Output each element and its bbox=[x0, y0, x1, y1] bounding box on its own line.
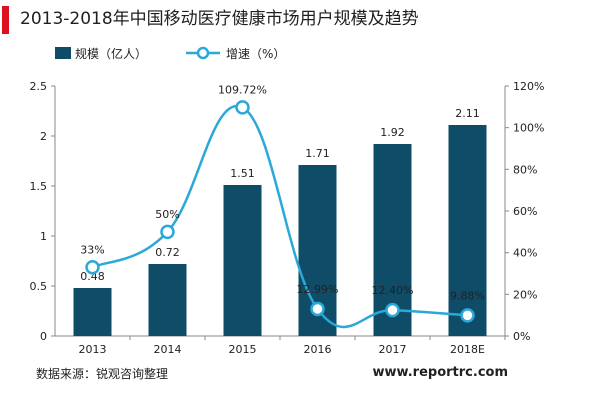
growth-marker bbox=[235, 100, 250, 115]
bar-value-label: 0.72 bbox=[155, 246, 180, 259]
growth-value-label: 12.99% bbox=[297, 283, 339, 296]
legend-label-line: 增速（%） bbox=[226, 47, 285, 61]
y-tick-label-right: 120% bbox=[513, 80, 544, 93]
x-tick-label: 2013 bbox=[79, 343, 107, 356]
growth-marker bbox=[310, 301, 325, 317]
growth-value-label: 50% bbox=[155, 208, 179, 221]
y-tick-label-right: 40% bbox=[513, 247, 537, 260]
y-tick-label-right: 80% bbox=[513, 163, 537, 176]
y-tick-label-left: 2 bbox=[40, 130, 47, 143]
x-tick-label: 2017 bbox=[379, 343, 407, 356]
bar-value-label: 1.92 bbox=[380, 126, 405, 139]
growth-value-label: 12.40% bbox=[372, 284, 414, 297]
growth-marker bbox=[160, 224, 175, 240]
growth-marker bbox=[385, 302, 400, 318]
bar bbox=[73, 288, 112, 336]
growth-marker bbox=[460, 308, 475, 323]
y-tick-label-left: 1.5 bbox=[30, 180, 48, 193]
x-tick-label: 2015 bbox=[229, 343, 257, 356]
x-tick-label: 2014 bbox=[154, 343, 182, 356]
bar bbox=[448, 125, 487, 336]
y-tick-label-right: 100% bbox=[513, 122, 544, 135]
bar bbox=[148, 264, 187, 336]
bar-value-label: 1.51 bbox=[230, 167, 255, 180]
bar-value-label: 0.48 bbox=[80, 270, 105, 283]
title-accent-bar bbox=[2, 6, 9, 34]
chart-title: 2013-2018年中国移动医疗健康市场用户规模及趋势 bbox=[20, 9, 419, 29]
bar-value-label: 2.11 bbox=[455, 107, 480, 120]
y-tick-label-left: 2.5 bbox=[30, 80, 48, 93]
y-tick-label-left: 0.5 bbox=[30, 280, 48, 293]
x-tick-label: 2016 bbox=[304, 343, 332, 356]
y-tick-label-right: 60% bbox=[513, 205, 537, 218]
legend-swatch-bar bbox=[55, 47, 71, 59]
legend: 规模（亿人） 增速（%） bbox=[55, 46, 285, 61]
y-tick-label-left: 1 bbox=[40, 230, 47, 243]
website-url: www.reportrc.com bbox=[372, 365, 508, 380]
growth-marker bbox=[85, 260, 100, 275]
legend-swatch-marker bbox=[196, 46, 210, 60]
y-tick-label-right: 0% bbox=[513, 330, 530, 343]
y-tick-label-right: 20% bbox=[513, 288, 537, 301]
y-tick-label-left: 0 bbox=[40, 330, 47, 343]
growth-value-label: 33% bbox=[80, 243, 104, 256]
x-tick-label: 2018E bbox=[450, 343, 485, 356]
legend-label-bar: 规模（亿人） bbox=[75, 46, 147, 61]
source-note: 数据来源：锐观咨询整理 bbox=[36, 367, 169, 381]
bar-value-label: 1.71 bbox=[305, 147, 330, 160]
growth-value-label: 109.72% bbox=[218, 83, 267, 96]
growth-value-label: 9.88% bbox=[450, 289, 485, 302]
bar bbox=[223, 185, 262, 336]
